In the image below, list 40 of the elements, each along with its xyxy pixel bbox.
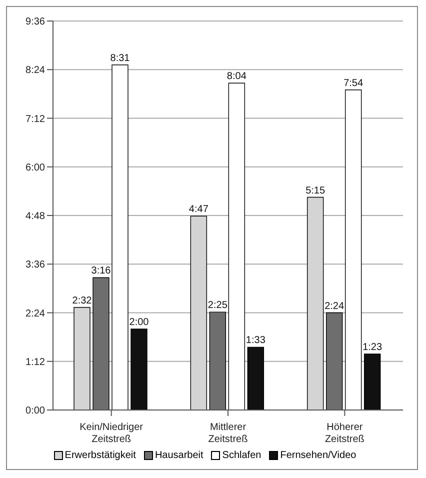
data-label: 4:47	[188, 204, 209, 216]
data-label: 5:15	[306, 185, 326, 196]
data-label: 7:54	[344, 78, 364, 89]
bar	[130, 328, 148, 410]
bar	[209, 312, 226, 410]
y-tick-label: 7:12	[26, 114, 46, 125]
legend-label: Erwerbstätigkeit	[64, 450, 136, 461]
y-tick-label: 8:24	[26, 65, 46, 76]
y-tick-label: 9:36	[26, 16, 46, 28]
data-label: 2:25	[208, 300, 228, 312]
data-label: 2:24	[324, 300, 344, 312]
bar	[364, 354, 381, 410]
bar	[326, 312, 343, 410]
x-tick-label: Höherer Zeitstreß	[324, 422, 364, 445]
legend-label: Schlafen	[221, 450, 262, 461]
y-tick-label: 2:24	[26, 308, 46, 320]
data-label: 8:31	[110, 52, 130, 64]
y-tick-label: 1:12	[26, 356, 46, 368]
y-tick-label: 0:00	[26, 406, 46, 417]
bar	[344, 90, 362, 410]
x-tick-label: Kein/Niedriger Zeitstreß	[80, 422, 144, 445]
bar	[247, 346, 264, 410]
bar	[190, 216, 208, 410]
bar	[92, 277, 110, 410]
data-label: 3:16	[91, 266, 112, 277]
data-label: 2:32	[72, 295, 92, 306]
y-tick-label: 3:36	[26, 260, 46, 271]
legend-label: Fernsehen/Video	[279, 450, 356, 461]
x-tick-label: Mittlerer Zeitstreß	[208, 422, 248, 445]
y-tick-label: 4:48	[26, 211, 46, 222]
legend-label: Hausarbeit	[154, 450, 204, 461]
bar	[74, 307, 90, 410]
bar	[112, 64, 128, 410]
y-tick-label: 6:00	[26, 162, 46, 174]
data-label: 1:23	[362, 342, 382, 353]
data-label: 1:33	[246, 335, 266, 346]
data-label: 8:04	[226, 71, 247, 82]
bar	[306, 196, 324, 410]
data-label: 2:00	[129, 316, 150, 328]
bar	[228, 82, 246, 410]
